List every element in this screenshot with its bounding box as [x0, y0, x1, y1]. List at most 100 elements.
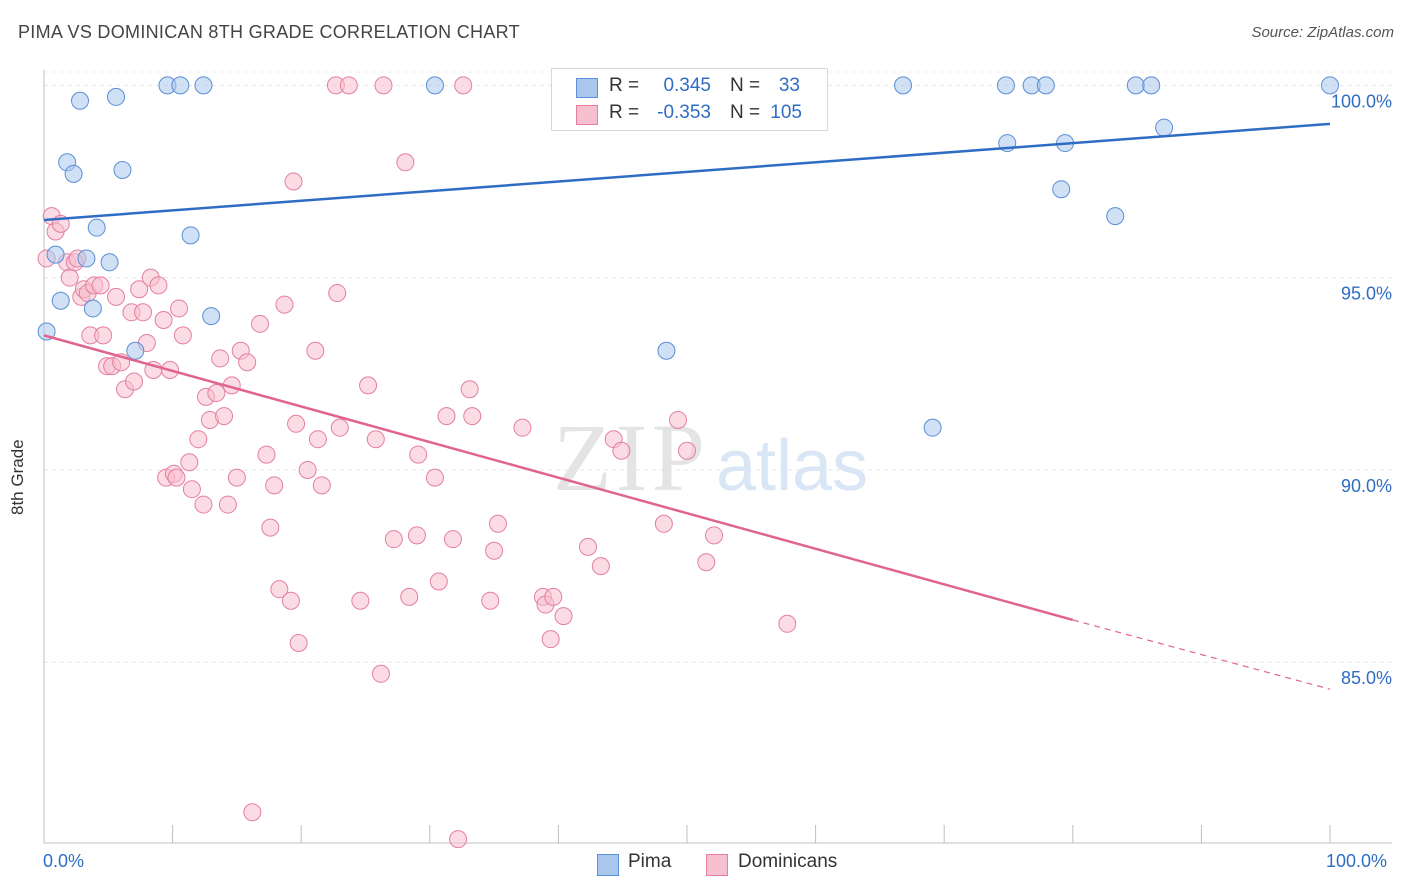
dominicans-point — [182, 480, 201, 499]
dominicans-point — [107, 287, 126, 306]
chart-title: PIMA VS DOMINICAN 8TH GRADE CORRELATION … — [18, 22, 520, 42]
pima-point — [51, 291, 70, 310]
correlation-legend: R = 0.345 N = 33 R = -0.353 N = 105 — [551, 68, 828, 131]
pima-r-value: 0.345 — [663, 75, 711, 96]
dominicans-point — [261, 518, 280, 537]
dominicans-point — [125, 372, 144, 391]
y-tick-label: 95.0% — [1341, 284, 1392, 304]
dominicans-point — [189, 430, 208, 449]
dominicans-point — [130, 280, 149, 299]
y-tick-label: 90.0% — [1341, 476, 1392, 496]
dominicans-point — [94, 326, 113, 345]
dominicans-point — [668, 410, 687, 429]
pima-point — [202, 307, 221, 326]
pima-point — [107, 87, 126, 106]
dominicans-point — [544, 587, 563, 606]
dominicans-point — [60, 268, 79, 287]
dominicans-point — [238, 353, 257, 372]
dominicans-point — [778, 614, 797, 633]
dominicans-point — [654, 514, 673, 533]
pima-legend-swatch — [597, 854, 619, 876]
dominicans-point — [308, 430, 327, 449]
dominicans-point — [359, 376, 378, 395]
pima-point — [100, 253, 119, 272]
dominicans-point — [591, 557, 610, 576]
dominicans-point — [257, 445, 276, 464]
pima-swatch — [576, 78, 598, 98]
dominicans-point — [697, 553, 716, 572]
pima-point — [46, 245, 65, 264]
pima-legend-label: Pima — [628, 851, 672, 872]
dominicans-point — [207, 384, 226, 403]
pima-point — [113, 160, 132, 179]
pima-point — [1321, 76, 1339, 95]
dominicans-point — [339, 76, 358, 95]
dominicans-point — [281, 591, 300, 610]
dominicans-point — [454, 76, 473, 95]
dominicans-r-value: -0.353 — [657, 102, 711, 123]
x-min-label: 0.0% — [43, 851, 85, 871]
dominicans-point — [167, 468, 186, 487]
dominicans-point — [306, 341, 325, 360]
pima-point — [194, 76, 213, 95]
y-tick-label: 100.0% — [1331, 91, 1392, 111]
dominicans-point — [409, 445, 428, 464]
dominicans-point — [170, 299, 189, 318]
dominicans-n-label: N = — [730, 102, 761, 123]
dominicans-point — [154, 310, 173, 329]
pima-point — [996, 76, 1015, 95]
pima-point — [181, 226, 200, 245]
dominicans-point — [366, 430, 385, 449]
pima-point — [657, 341, 676, 360]
dominicans-point — [481, 591, 500, 610]
pima-n-value: 33 — [778, 75, 800, 96]
x-max-label: 100.0% — [1326, 851, 1388, 871]
dominicans-point — [541, 630, 560, 649]
pima-trend-line — [43, 122, 1331, 222]
pima-point — [1155, 118, 1174, 137]
dominicans-point — [705, 526, 724, 545]
dominicans-point — [218, 495, 237, 514]
dominicans-swatch — [576, 105, 598, 125]
dominicans-point — [215, 407, 234, 426]
pima-point — [894, 76, 913, 95]
pima-point — [1142, 76, 1161, 95]
dominicans-point — [460, 380, 479, 399]
pima-point — [37, 322, 56, 341]
dominicans-point — [328, 284, 347, 303]
pima-point — [71, 91, 90, 110]
dominicans-point — [275, 295, 294, 314]
pima-point — [77, 249, 96, 268]
dominicans-point — [400, 587, 419, 606]
pima-point — [1052, 180, 1071, 199]
pima-point — [425, 76, 444, 95]
dominicans-point — [265, 476, 284, 495]
source-label: Source: ZipAtlas.com — [1251, 24, 1394, 41]
dominicans-point — [485, 541, 504, 560]
pima-point — [126, 341, 145, 360]
dominicans-legend-label: Dominicans — [738, 851, 838, 872]
pima-point — [64, 164, 83, 183]
dominicans-point — [251, 314, 270, 333]
dominicans-point — [437, 407, 456, 426]
dominicans-point — [374, 76, 393, 95]
dominicans-point — [425, 468, 444, 487]
dominicans-point — [287, 414, 306, 433]
dominicans-point — [443, 530, 462, 549]
dominicans-point — [289, 634, 308, 653]
pima-point — [1106, 207, 1125, 226]
dominicans-point — [429, 572, 448, 591]
pima-r-label: R = — [609, 75, 640, 96]
pima-point — [87, 218, 106, 237]
pima-point — [1036, 76, 1055, 95]
pima-point — [923, 418, 942, 437]
dominicans-point — [134, 303, 153, 322]
dominicans-point — [396, 153, 415, 172]
dominicans-point — [298, 460, 317, 479]
dominicans-legend-swatch — [706, 854, 728, 876]
pima-point — [171, 76, 190, 95]
dominicans-point — [149, 276, 168, 295]
dominicans-point — [678, 441, 696, 460]
dominicans-point — [513, 418, 532, 437]
dominicans-point — [612, 441, 631, 460]
